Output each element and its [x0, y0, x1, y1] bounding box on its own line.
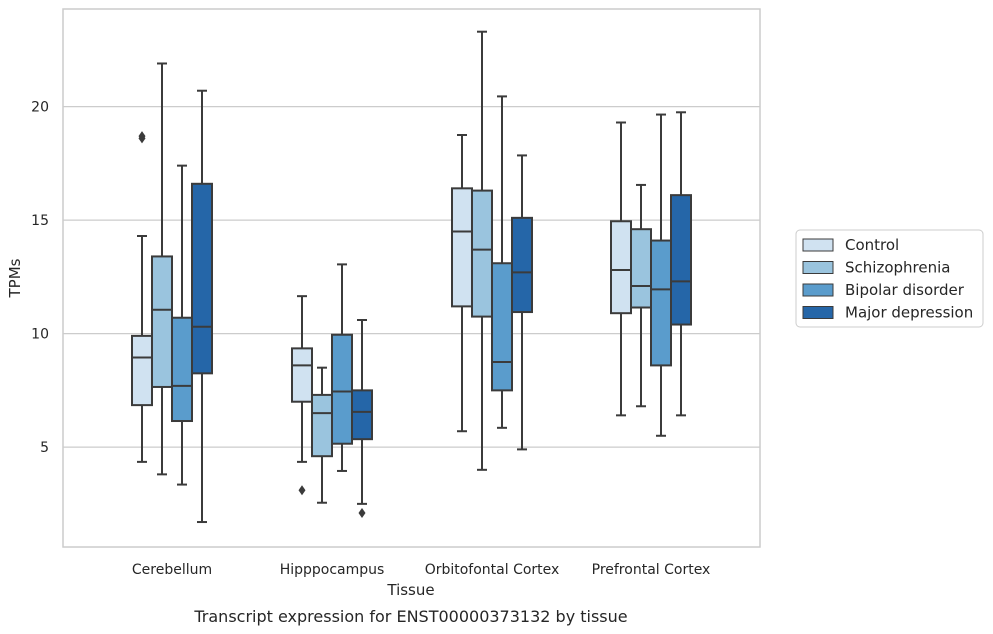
x-tick-label: Hipppocampus — [280, 562, 385, 578]
box-plot — [670, 111, 692, 417]
legend-swatch — [802, 283, 834, 297]
legend-label: Bipolar disorder — [845, 281, 965, 299]
box-iqr — [451, 187, 473, 308]
legend-label: Schizophrenia — [845, 259, 950, 277]
x-tick-label: Cerebellum — [132, 562, 212, 578]
box-plot — [171, 164, 193, 486]
box-iqr — [471, 189, 493, 318]
series-control — [131, 121, 632, 496]
box-iqr — [670, 194, 692, 326]
box-iqr — [331, 333, 353, 445]
legend-swatch — [802, 306, 834, 319]
y-tick-labels: 5 10 15 20 — [31, 100, 49, 457]
box-iqr — [191, 182, 213, 375]
legend-swatch — [802, 261, 834, 274]
box-iqr — [131, 334, 153, 407]
series-schizophrenia — [151, 30, 652, 504]
box-iqr — [351, 389, 373, 441]
box-plot — [491, 95, 513, 429]
box-plot — [630, 183, 652, 408]
x-tick-label: Orbitofontal Cortex — [425, 562, 560, 578]
box-iqr — [491, 262, 513, 392]
box-plot — [131, 131, 153, 463]
x-tick-labels: Cerebellum Hipppocampus Orbitofontal Corte… — [132, 562, 710, 578]
box-iqr — [171, 316, 193, 423]
y-axis-label: TPMs — [6, 258, 24, 298]
x-axis-label: Tissue — [386, 581, 434, 599]
legend-label: Major depression — [845, 304, 973, 322]
box-iqr — [311, 393, 333, 458]
series-major-depression — [191, 89, 692, 524]
legend: Control Schizophrenia Bipolar disorder Majo… — [795, 229, 984, 328]
box-plot — [471, 30, 493, 471]
box-plot — [610, 121, 632, 417]
legend-label: Control — [845, 236, 899, 254]
legend-frame — [795, 229, 984, 328]
plot-frame — [62, 8, 761, 548]
box-iqr — [630, 228, 652, 309]
y-tick-label: 5 — [40, 440, 49, 456]
outlier-point — [298, 485, 306, 496]
y-tick-label: 15 — [31, 213, 49, 229]
box-iqr — [291, 347, 313, 403]
box-iqr — [610, 220, 632, 315]
box-plot — [451, 133, 473, 433]
y-tick-label: 10 — [31, 327, 49, 343]
box-plot — [351, 318, 373, 518]
chart-caption: Transcript expression for ENST0000037313… — [193, 607, 627, 626]
box-series — [131, 30, 692, 524]
box-plot — [511, 154, 533, 451]
legend-swatch — [802, 238, 834, 252]
box-plot — [331, 263, 353, 472]
box-plot — [151, 62, 173, 476]
box-plot — [311, 366, 333, 504]
box-iqr — [511, 216, 533, 314]
series-bipolar-disorder — [171, 95, 672, 486]
y-tick-label: 20 — [31, 100, 49, 116]
box-plot — [291, 295, 313, 496]
outlier-point — [138, 131, 146, 142]
outlier-point — [358, 507, 366, 518]
legend-items: Control Schizophrenia Bipolar disorder Majo… — [802, 236, 973, 322]
box-plot — [650, 113, 672, 437]
box-iqr — [650, 239, 672, 367]
x-tick-label: Prefrontal Cortex — [592, 562, 711, 578]
box-iqr — [151, 255, 173, 388]
box-plot — [191, 89, 213, 524]
